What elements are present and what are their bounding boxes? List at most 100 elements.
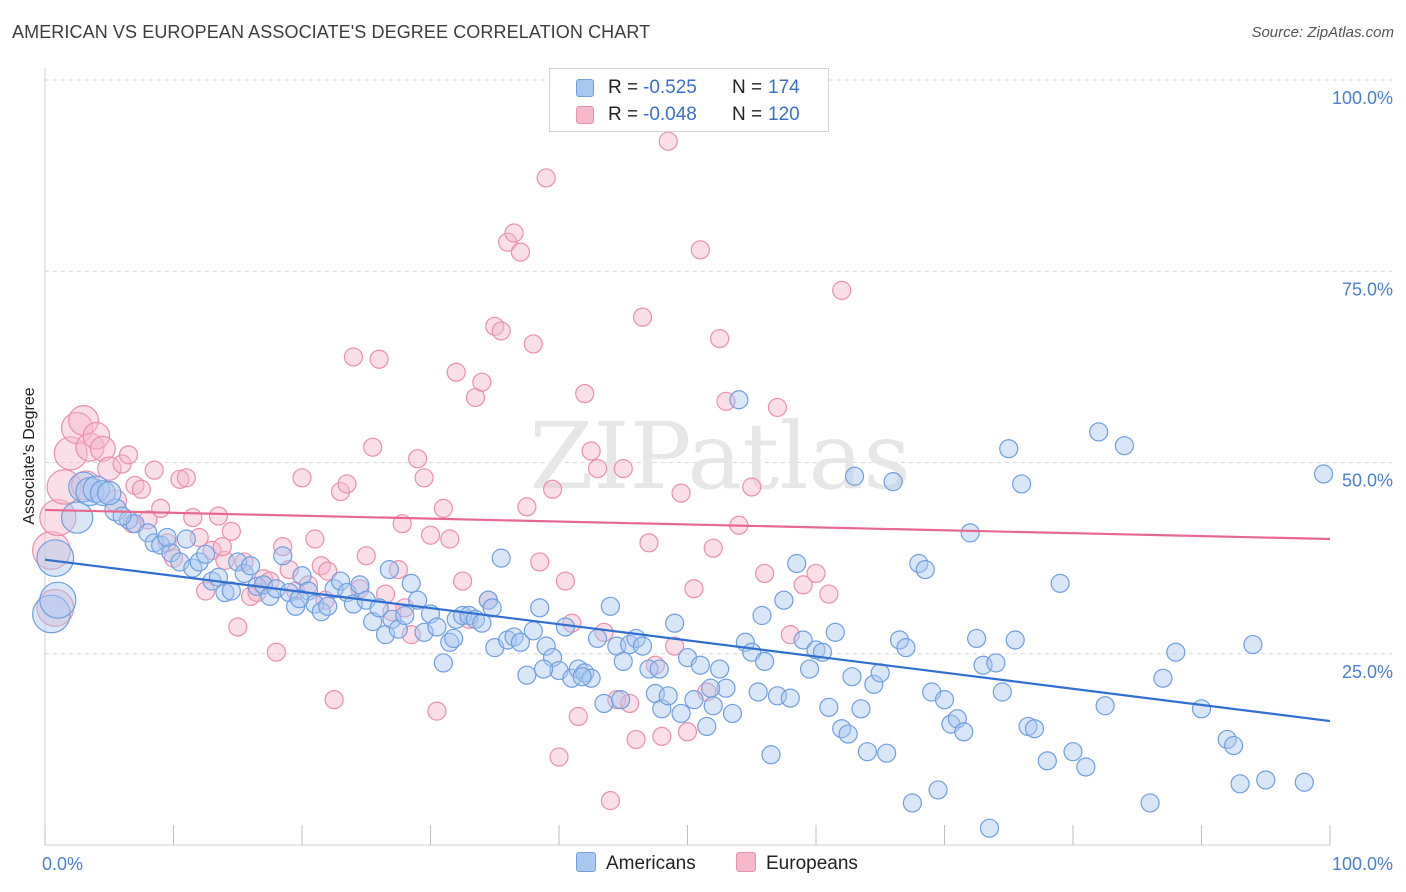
americans-point [992,682,1012,702]
americans-point [97,480,122,506]
europeans-point [600,791,621,811]
americans-point [112,506,132,526]
americans-trend-line [44,558,1331,723]
americans-point [39,581,77,619]
americans-point [1011,474,1032,494]
americans-point [234,563,254,584]
correlation-legend: R = -0.525 N = 174 R = -0.048 N = 120 [549,68,829,132]
chart-source: Source: ZipAtlas.com [1251,24,1394,41]
europeans-point [356,546,376,566]
europeans-point [671,483,691,503]
europeans-point [97,456,122,481]
americans-point [273,546,293,566]
americans-point [444,628,464,649]
americans-point [382,609,402,629]
americans-point [594,693,614,714]
americans-point [697,716,717,737]
x-tick-label: 0.0% [42,854,83,874]
europeans-point [305,529,325,549]
americans-point [684,690,704,710]
americans-point [228,552,248,572]
americans-point [729,390,749,410]
americans-point [318,596,338,616]
americans-point [215,582,235,603]
americans-point [1024,719,1045,739]
americans-point [1095,696,1115,716]
europeans-point [767,397,788,418]
europeans-point [555,571,576,591]
europeans-point [542,479,563,499]
legend-row-americans: R = -0.525 N = 174 [550,75,828,101]
americans-point [89,480,116,507]
europeans-point [311,556,331,576]
europeans-point [151,498,171,518]
americans-point [1294,772,1314,792]
europeans-point [677,722,698,742]
europeans-point [170,469,190,489]
americans-point [1230,774,1250,794]
europeans-point [703,538,723,558]
europeans-point [690,240,710,260]
americans-point [639,659,659,679]
watermark: ZIPatlas [529,403,910,510]
europeans-point [183,507,203,528]
americans-point [536,636,556,656]
europeans-point [710,328,730,349]
europeans-point [684,579,704,599]
americans-point [934,690,955,710]
europeans-point [491,321,511,341]
europeans-point [453,571,473,591]
americans-point [1050,573,1070,593]
bottom-legend-europeans[interactable]: Europeans [736,852,858,875]
americans-point [1256,770,1276,790]
americans-point [1037,751,1057,771]
americans-point [690,655,710,675]
europeans-point [632,307,653,327]
americans-r-label: R = [608,77,639,98]
americans-point [408,590,428,610]
americans-point [722,703,743,724]
europeans-point [587,459,608,479]
americans-point [369,598,389,618]
americans-point [832,719,852,739]
americans-point [330,571,351,591]
europeans-point [832,280,852,300]
americans-point [870,663,890,683]
americans-point [414,622,434,642]
americans-point [838,724,858,744]
europeans-point [337,474,357,494]
europeans-point [523,334,543,354]
americans-point [752,605,772,626]
europeans-point [330,481,351,502]
americans-legend-swatch [576,852,596,872]
americans-point [1076,757,1096,777]
americans-point [819,697,839,717]
americans-point [311,602,331,622]
europeans-point [228,617,248,637]
americans-point [780,688,800,708]
bottom-legend-americans[interactable]: Americans [576,852,696,875]
europeans-point [530,552,550,572]
europeans-trend-line [44,508,1331,541]
americans-point [530,598,550,618]
trend-lines [44,508,1331,723]
europeans-point [568,706,588,727]
europeans-swatch [576,106,594,124]
americans-point [754,651,775,672]
americans-point [401,573,421,593]
chart-title: AMERICAN VS EUROPEAN ASSOCIATE'S DEGREE … [12,22,651,42]
europeans-point [221,521,241,541]
americans-point [954,722,974,742]
europeans-point [440,529,460,549]
europeans-r-label: R = [608,104,639,125]
americans-point [36,539,75,578]
americans-point [241,556,261,576]
americans-n-label: N = [732,77,763,98]
europeans-point [819,584,839,604]
tick-labels: 25.0% 50.0% 75.0% 100.0% 0.0% 100.0% [42,88,1393,874]
americans-point [379,559,399,580]
americans-point [1005,630,1025,650]
europeans-point [754,563,775,584]
americans-point [611,690,631,710]
